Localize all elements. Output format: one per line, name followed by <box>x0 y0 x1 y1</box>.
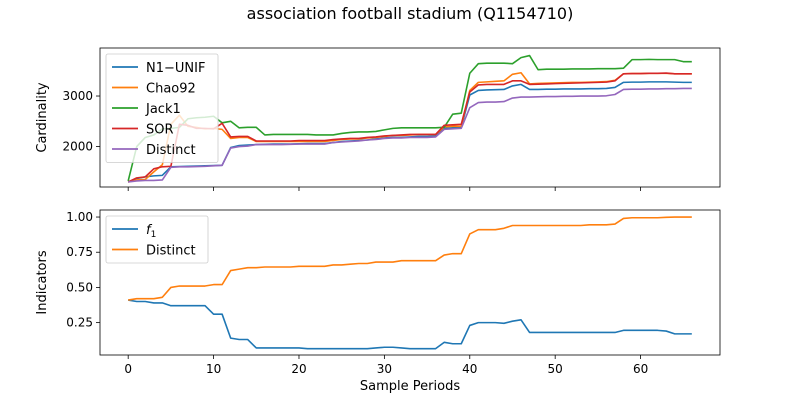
x-axis-label: Sample Periods <box>360 379 460 394</box>
x-tick-label: 0 <box>124 362 132 376</box>
y-tick-label: 0.75 <box>66 245 93 259</box>
series-line-sor <box>127 72 692 183</box>
figure-title: association football stadium (Q1154710) <box>247 4 574 23</box>
legend-box <box>105 53 219 163</box>
legend: f1 Distinct <box>105 215 209 264</box>
legend-label: Chao92 <box>146 82 196 97</box>
x-tick-label: 50 <box>548 362 563 376</box>
series-line-distinct <box>128 216 692 301</box>
legend-label: SOR <box>146 123 174 138</box>
y-tick-label: 3000 <box>62 89 93 103</box>
y-axis-label: Indicators <box>35 250 50 314</box>
series-line-distinct <box>128 87 692 183</box>
series-line-f-1 <box>128 299 692 350</box>
legend: N1−UNIF Chao92 Jack1 SOR Distinct <box>105 53 219 163</box>
x-tick-label: 10 <box>206 362 221 376</box>
y-axis-label: Cardinality <box>35 82 50 153</box>
y-tick-label: 2000 <box>62 140 93 154</box>
legend-label: N1−UNIF <box>146 61 205 76</box>
x-tick-label: 30 <box>377 362 392 376</box>
indicators-chart: 0 10 20 30 40 50 60 0.25 0.50 0.75 1.00 Indicators S… <box>35 209 721 394</box>
x-tick-label: 40 <box>462 362 477 376</box>
axes-frame <box>99 47 721 188</box>
legend-label: f1 <box>146 223 156 240</box>
legend-label: Distinct <box>146 143 196 158</box>
x-tick-label: 60 <box>633 362 648 376</box>
legend-label: Jack1 <box>145 102 181 117</box>
axes-frame <box>99 209 721 356</box>
cardinality-chart: 2000 3000 Cardinality N1−UNIF Chao92 Jack1 SOR… <box>35 47 721 191</box>
y-tick-label: 0.25 <box>66 316 93 330</box>
y-tick-label: 0.50 <box>66 280 93 294</box>
x-tick-label: 20 <box>291 362 306 376</box>
legend-label: Distinct <box>146 244 196 259</box>
legend-box <box>105 215 209 264</box>
y-tick-label: 1.00 <box>66 210 93 224</box>
